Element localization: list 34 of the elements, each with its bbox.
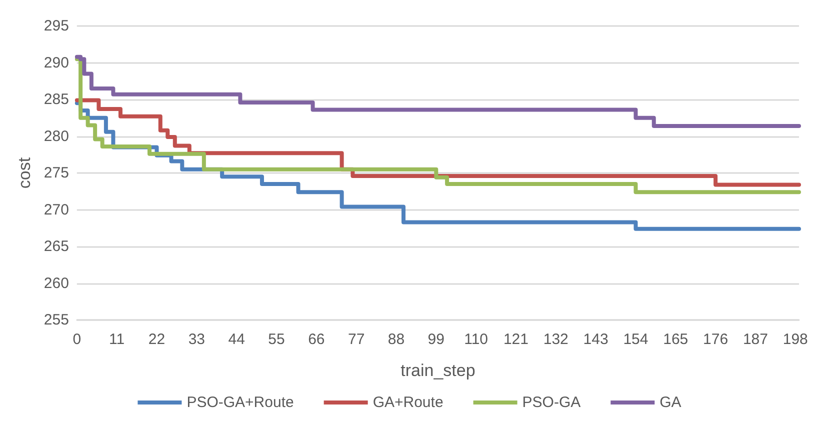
x-tick-label: 99 [428, 331, 444, 348]
x-tick-label: 88 [388, 331, 405, 348]
y-tick-label: 280 [44, 128, 69, 145]
x-tick-label: 121 [503, 331, 528, 348]
x-axis-title: train_step [400, 361, 476, 380]
x-tick-label: 0 [72, 331, 82, 348]
x-tick-label: 22 [148, 331, 166, 348]
x-tick-label: 44 [228, 331, 245, 348]
x-tick-label: 77 [348, 331, 365, 348]
y-tick-label: 285 [44, 91, 69, 108]
legend-label: PSO-GA [522, 394, 581, 411]
x-tick-label: 143 [583, 331, 608, 348]
x-tick-label: 132 [543, 331, 568, 348]
x-tick-label: 66 [308, 331, 325, 348]
y-tick-label: 265 [44, 238, 69, 255]
x-tick-label: 33 [188, 331, 206, 348]
x-tick-label: 187 [742, 331, 768, 348]
y-axis-title: cost [15, 157, 34, 189]
legend-label: GA [660, 394, 682, 411]
x-tick-label: 110 [464, 331, 488, 348]
legend-label: PSO-GA+Route [186, 394, 294, 411]
x-tick-label: 11 [109, 331, 125, 348]
y-tick-label: 275 [44, 164, 69, 182]
x-tick-label: 176 [703, 331, 728, 348]
y-tick-label: 290 [44, 54, 69, 72]
y-tick-label: 255 [44, 312, 69, 328]
x-tick-label: 198 [782, 331, 808, 348]
y-tick-label: 270 [44, 201, 69, 218]
y-tick-label: 295 [44, 18, 69, 34]
legend-label: GA+Route [372, 394, 444, 411]
x-tick-label: 55 [268, 331, 285, 348]
y-tick-label: 260 [44, 274, 69, 292]
x-tick-label: 154 [623, 331, 648, 348]
x-tick-label: 165 [663, 331, 688, 348]
